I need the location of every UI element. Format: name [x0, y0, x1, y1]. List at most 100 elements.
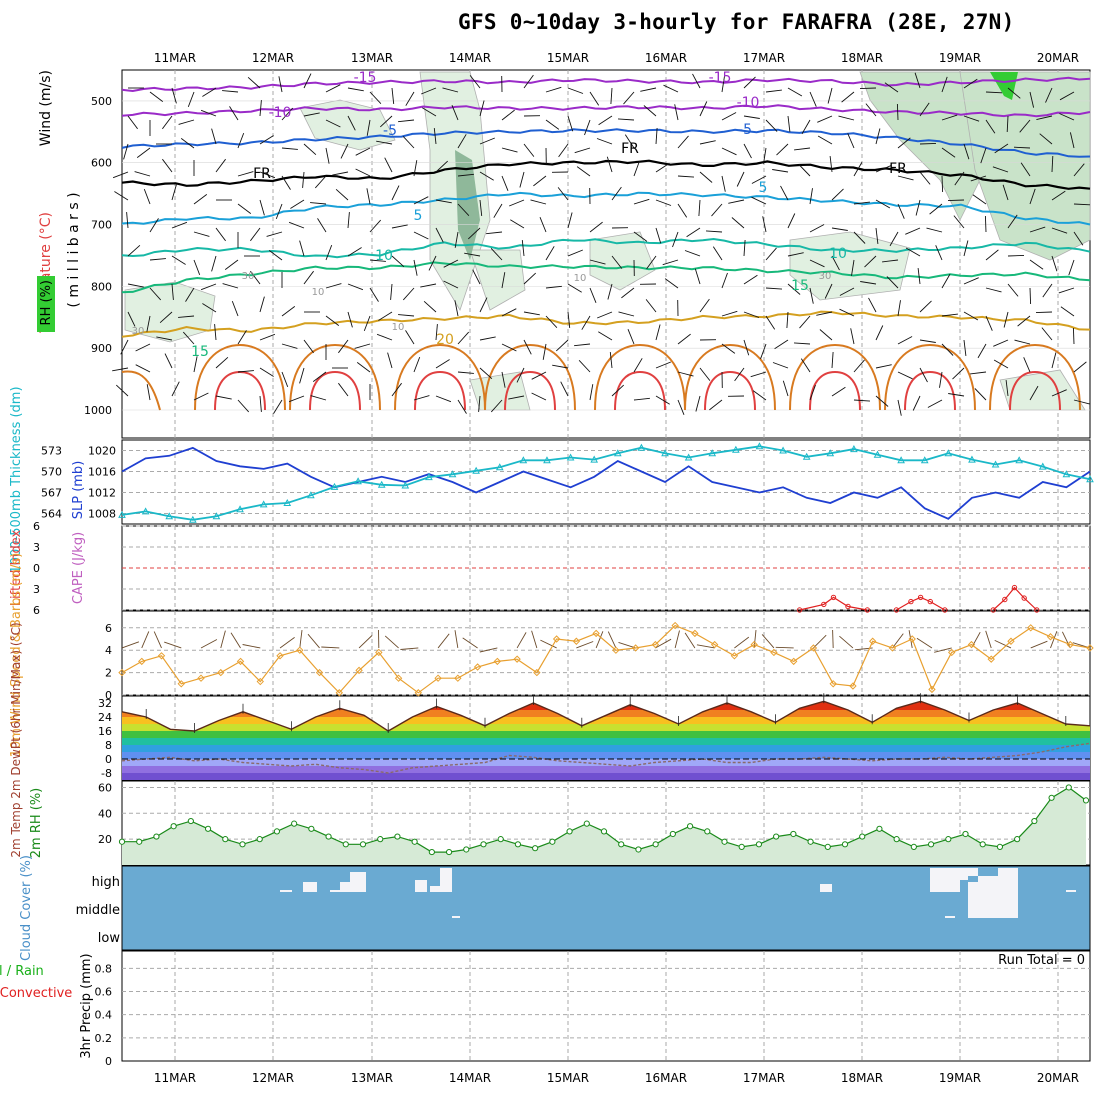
rh-point	[256, 836, 263, 843]
wind-barb	[454, 300, 459, 317]
wind-barb	[290, 199, 305, 209]
wind-barb	[627, 329, 635, 345]
panel-slp-thickness	[121, 439, 1091, 525]
wind-barb	[743, 311, 760, 318]
wind-speed-point	[730, 652, 739, 660]
wind-barb	[557, 187, 569, 201]
date-label-bottom: 19MAR	[939, 1071, 981, 1085]
wind-barb	[202, 303, 217, 313]
wind-barb	[772, 362, 789, 369]
cloud-side-label: Cloud Cover (%)	[19, 855, 34, 961]
wind-speed-point	[276, 652, 284, 660]
wind-barb	[250, 227, 261, 242]
rh-point	[841, 841, 849, 848]
wind-barb	[736, 171, 745, 187]
wind-barb-10m	[153, 631, 162, 649]
rh-point	[532, 845, 539, 852]
wind-barb	[508, 395, 525, 400]
wind-barb	[288, 221, 305, 229]
wind-barb	[948, 393, 965, 397]
wind-barb	[567, 311, 571, 328]
wind-barb	[405, 330, 415, 345]
wind-barb	[457, 399, 467, 414]
rh-point	[893, 836, 900, 843]
wind-barb	[917, 268, 921, 285]
wind-barb	[347, 283, 364, 291]
wind-barb	[123, 143, 129, 160]
wind-barb	[606, 156, 613, 173]
wind-barb	[897, 399, 902, 416]
thickness-point	[802, 452, 811, 460]
rh-point	[411, 838, 418, 845]
wind-barb	[980, 147, 987, 164]
wind-barb-10m	[1061, 631, 1071, 649]
wind-barb	[743, 239, 746, 257]
wind-barb	[366, 188, 371, 205]
wind-barb	[182, 331, 195, 345]
precip-tick-label: 0	[105, 1055, 112, 1068]
wind-barb	[947, 199, 965, 202]
wind-barb	[162, 158, 173, 173]
wind-barb	[677, 371, 694, 377]
wind-barb	[185, 287, 195, 302]
wind-barb	[624, 134, 635, 149]
wind-barb	[347, 212, 350, 229]
isotherm-label: 20	[436, 332, 454, 348]
cloud-cell	[340, 882, 354, 892]
thickness-tick-label: 564	[41, 508, 62, 521]
wind-speed-point	[948, 648, 956, 657]
wind-speed-point	[967, 640, 976, 649]
thickness-tick-label: 567	[41, 487, 62, 500]
lifted-index-point	[1021, 595, 1027, 601]
li-tick-label: 3	[33, 583, 40, 596]
wind-barb	[993, 359, 1009, 369]
wind-barb	[193, 356, 198, 373]
wind-barb	[827, 87, 833, 104]
wind-barb	[224, 259, 239, 270]
wind-barb	[303, 112, 320, 117]
wind-barb	[875, 165, 891, 173]
rh-2m-marks: 20 40 60 2m RH (%)	[29, 781, 1090, 865]
li-tick-label: 3	[33, 541, 40, 554]
wind-barb	[435, 395, 452, 403]
wind-barb	[479, 137, 495, 145]
precip-tick-label: 0.8	[95, 962, 113, 975]
temp-band	[122, 717, 1090, 724]
wind-barb	[799, 315, 811, 329]
wind-barb	[760, 343, 767, 360]
wind-barb	[633, 397, 650, 401]
wind-barb	[646, 255, 657, 270]
isotherm-25	[289, 343, 381, 411]
wind-barb	[413, 356, 421, 373]
rh-contour-label: 30	[819, 271, 832, 282]
lifted-index-point	[893, 607, 900, 613]
wind-speed-point	[809, 644, 818, 652]
wind-barb	[977, 343, 987, 359]
thickness-point	[873, 450, 882, 458]
wind-barb	[1005, 380, 1009, 397]
isotherm-label: 10	[375, 248, 393, 264]
rh-point	[1014, 836, 1021, 843]
thickness-point	[637, 443, 646, 451]
date-label-top: 19MAR	[939, 51, 981, 65]
wind-barb	[645, 299, 657, 313]
wind-barb	[149, 91, 164, 102]
lifted-index-point	[864, 607, 871, 613]
rh-tick-label: 20	[98, 833, 112, 846]
wind-speed-point	[908, 635, 916, 643]
wind-barb	[782, 380, 789, 397]
wind-barb	[457, 173, 474, 177]
rh-point	[1031, 817, 1038, 825]
wind-barb-10m	[307, 633, 320, 649]
wind-barb	[817, 135, 833, 145]
wind-barb	[750, 371, 767, 378]
wind-barb-10m	[813, 634, 827, 649]
wind-barb	[993, 339, 1009, 347]
wind-speed-point	[335, 689, 344, 697]
wind-barb	[369, 91, 382, 105]
wind-barb-10m	[164, 641, 182, 649]
wind-barb	[819, 329, 833, 341]
wind-barb-10m	[531, 630, 538, 649]
wind-barb	[237, 399, 250, 413]
wind-barb	[215, 395, 232, 400]
